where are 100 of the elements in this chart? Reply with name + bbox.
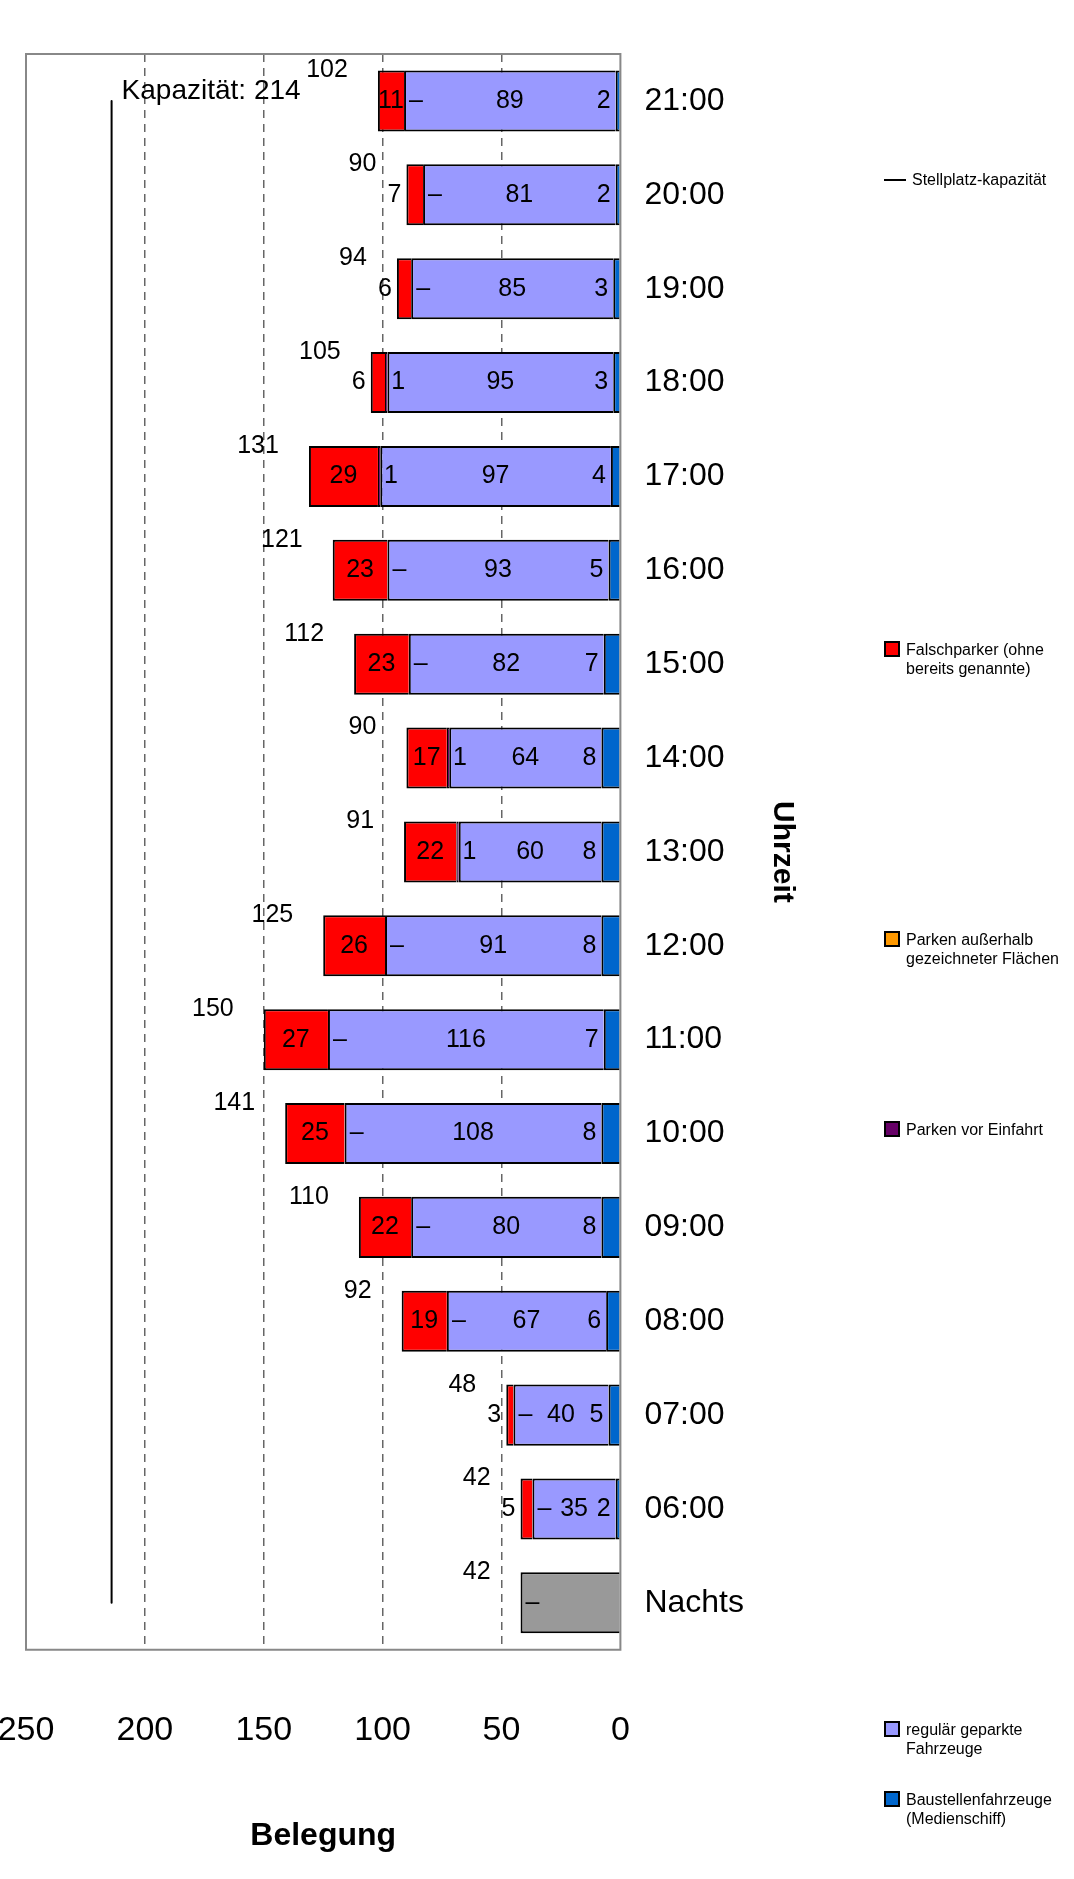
y-tick-label: 18:00 — [644, 362, 725, 399]
data-label: 81 — [505, 178, 534, 207]
data-label: 82 — [492, 648, 521, 677]
data-label: – — [409, 84, 424, 113]
data-label: 22 — [371, 1211, 399, 1240]
total-label: 94 — [339, 242, 367, 271]
data-label: 40 — [547, 1399, 575, 1428]
x-tick-label: 100 — [354, 1708, 412, 1747]
data-label: 6 — [587, 1305, 602, 1334]
legend-label: Parken vor Einfahrt — [906, 1120, 1043, 1139]
data-label: 4 — [591, 460, 606, 489]
data-label: – — [333, 1023, 348, 1052]
total-label: 105 — [299, 335, 341, 364]
data-label: 1 — [384, 460, 399, 489]
total-label: 150 — [192, 993, 234, 1022]
data-label: 8 — [582, 1117, 597, 1146]
y-tick-label: 07:00 — [644, 1394, 725, 1431]
y-tick-label: 06:00 — [644, 1488, 725, 1525]
x-tick-label: 0 — [610, 1708, 630, 1747]
x-tick-label: 50 — [482, 1708, 521, 1747]
data-label: 7 — [584, 1023, 599, 1052]
data-label: – — [518, 1399, 533, 1428]
data-label: 108 — [452, 1117, 494, 1146]
data-label: 6 — [351, 366, 366, 395]
data-label: 3 — [594, 366, 609, 395]
y-tick-label: 16:00 — [644, 550, 725, 587]
total-label: 90 — [348, 711, 377, 740]
data-label: 5 — [501, 1492, 516, 1521]
total-label: 141 — [213, 1086, 256, 1115]
data-label: – — [537, 1492, 552, 1521]
data-label: 60 — [516, 835, 544, 864]
data-label: 35 — [560, 1492, 588, 1521]
data-label: 8 — [582, 835, 597, 864]
y-tick-label: 12:00 — [644, 925, 725, 962]
legend-label: Parken außerhalb gezeichneter Flächen — [906, 930, 1060, 968]
data-label: 1 — [462, 835, 477, 864]
total-label: 102 — [306, 54, 348, 83]
total-label: 92 — [343, 1274, 372, 1303]
total-label: 42 — [462, 1556, 491, 1585]
y-tick-label: 21:00 — [644, 80, 725, 117]
data-label: – — [413, 648, 428, 677]
total-label: 131 — [237, 429, 279, 458]
x-axis-title: Belegung — [250, 1815, 397, 1852]
y-tick-label: 20:00 — [644, 174, 725, 211]
y-tick-label: 14:00 — [644, 737, 725, 774]
data-label: 8 — [582, 1211, 597, 1240]
data-label: – — [525, 1586, 540, 1615]
data-label: 97 — [481, 460, 510, 489]
data-label: 67 — [512, 1305, 541, 1334]
data-label: 116 — [445, 1023, 486, 1052]
x-tick-label: 150 — [235, 1708, 293, 1747]
total-label: 48 — [448, 1368, 477, 1397]
data-label: 2 — [596, 1492, 611, 1521]
total-label: 90 — [348, 148, 377, 177]
data-label: 89 — [495, 84, 524, 113]
legend-label: Baustellenfahrzeuge (Medienschiff) — [906, 1790, 1053, 1828]
data-label: 29 — [329, 460, 358, 489]
data-label: 80 — [492, 1211, 521, 1240]
data-label: 85 — [498, 272, 527, 301]
data-label: 22 — [416, 835, 445, 864]
data-label: 23 — [367, 648, 396, 677]
data-label: 5 — [589, 554, 604, 583]
data-label: 2 — [596, 178, 611, 207]
data-label: 95 — [486, 366, 515, 395]
data-label: – — [416, 1211, 431, 1240]
data-label: 8 — [582, 929, 597, 958]
total-label: 125 — [251, 899, 294, 928]
data-label: 64 — [511, 741, 540, 770]
y-tick-label: 19:00 — [644, 268, 725, 305]
data-label: 1 — [391, 366, 406, 395]
data-label: 1 — [453, 741, 467, 770]
y-tick-label: 17:00 — [644, 456, 725, 493]
data-label: – — [349, 1117, 364, 1146]
data-label: 3 — [594, 272, 609, 301]
data-label: – — [451, 1305, 466, 1334]
y-tick-label: 15:00 — [644, 643, 725, 680]
annotation: Kapazität: 214 — [121, 73, 301, 105]
total-label: 121 — [260, 523, 303, 552]
y-tick-label: Nachts — [644, 1582, 744, 1619]
x-tick-label: 250 — [0, 1708, 55, 1747]
data-label: – — [390, 929, 405, 958]
data-label: 23 — [346, 554, 374, 583]
data-label: – — [416, 272, 431, 301]
y-tick-label: 08:00 — [644, 1301, 725, 1338]
total-label: 110 — [289, 1180, 329, 1209]
data-label: – — [428, 178, 443, 207]
legend-label: Falschparker (ohne bereits genannte) — [906, 640, 1045, 678]
total-label: 42 — [462, 1462, 491, 1491]
data-label: 26 — [340, 929, 369, 958]
data-label: 3 — [487, 1399, 502, 1428]
total-label: 91 — [346, 805, 375, 834]
data-label: 27 — [281, 1023, 310, 1052]
data-label: 7 — [584, 648, 599, 677]
y-tick-label: 09:00 — [644, 1207, 725, 1244]
data-label: 7 — [387, 178, 402, 207]
data-label: 6 — [377, 272, 392, 301]
legend-label: Stellplatz-kapazität — [912, 170, 1047, 189]
data-label: 19 — [410, 1305, 439, 1334]
y-axis-title: Uhrzeit — [767, 801, 801, 903]
total-label: 112 — [284, 617, 325, 646]
